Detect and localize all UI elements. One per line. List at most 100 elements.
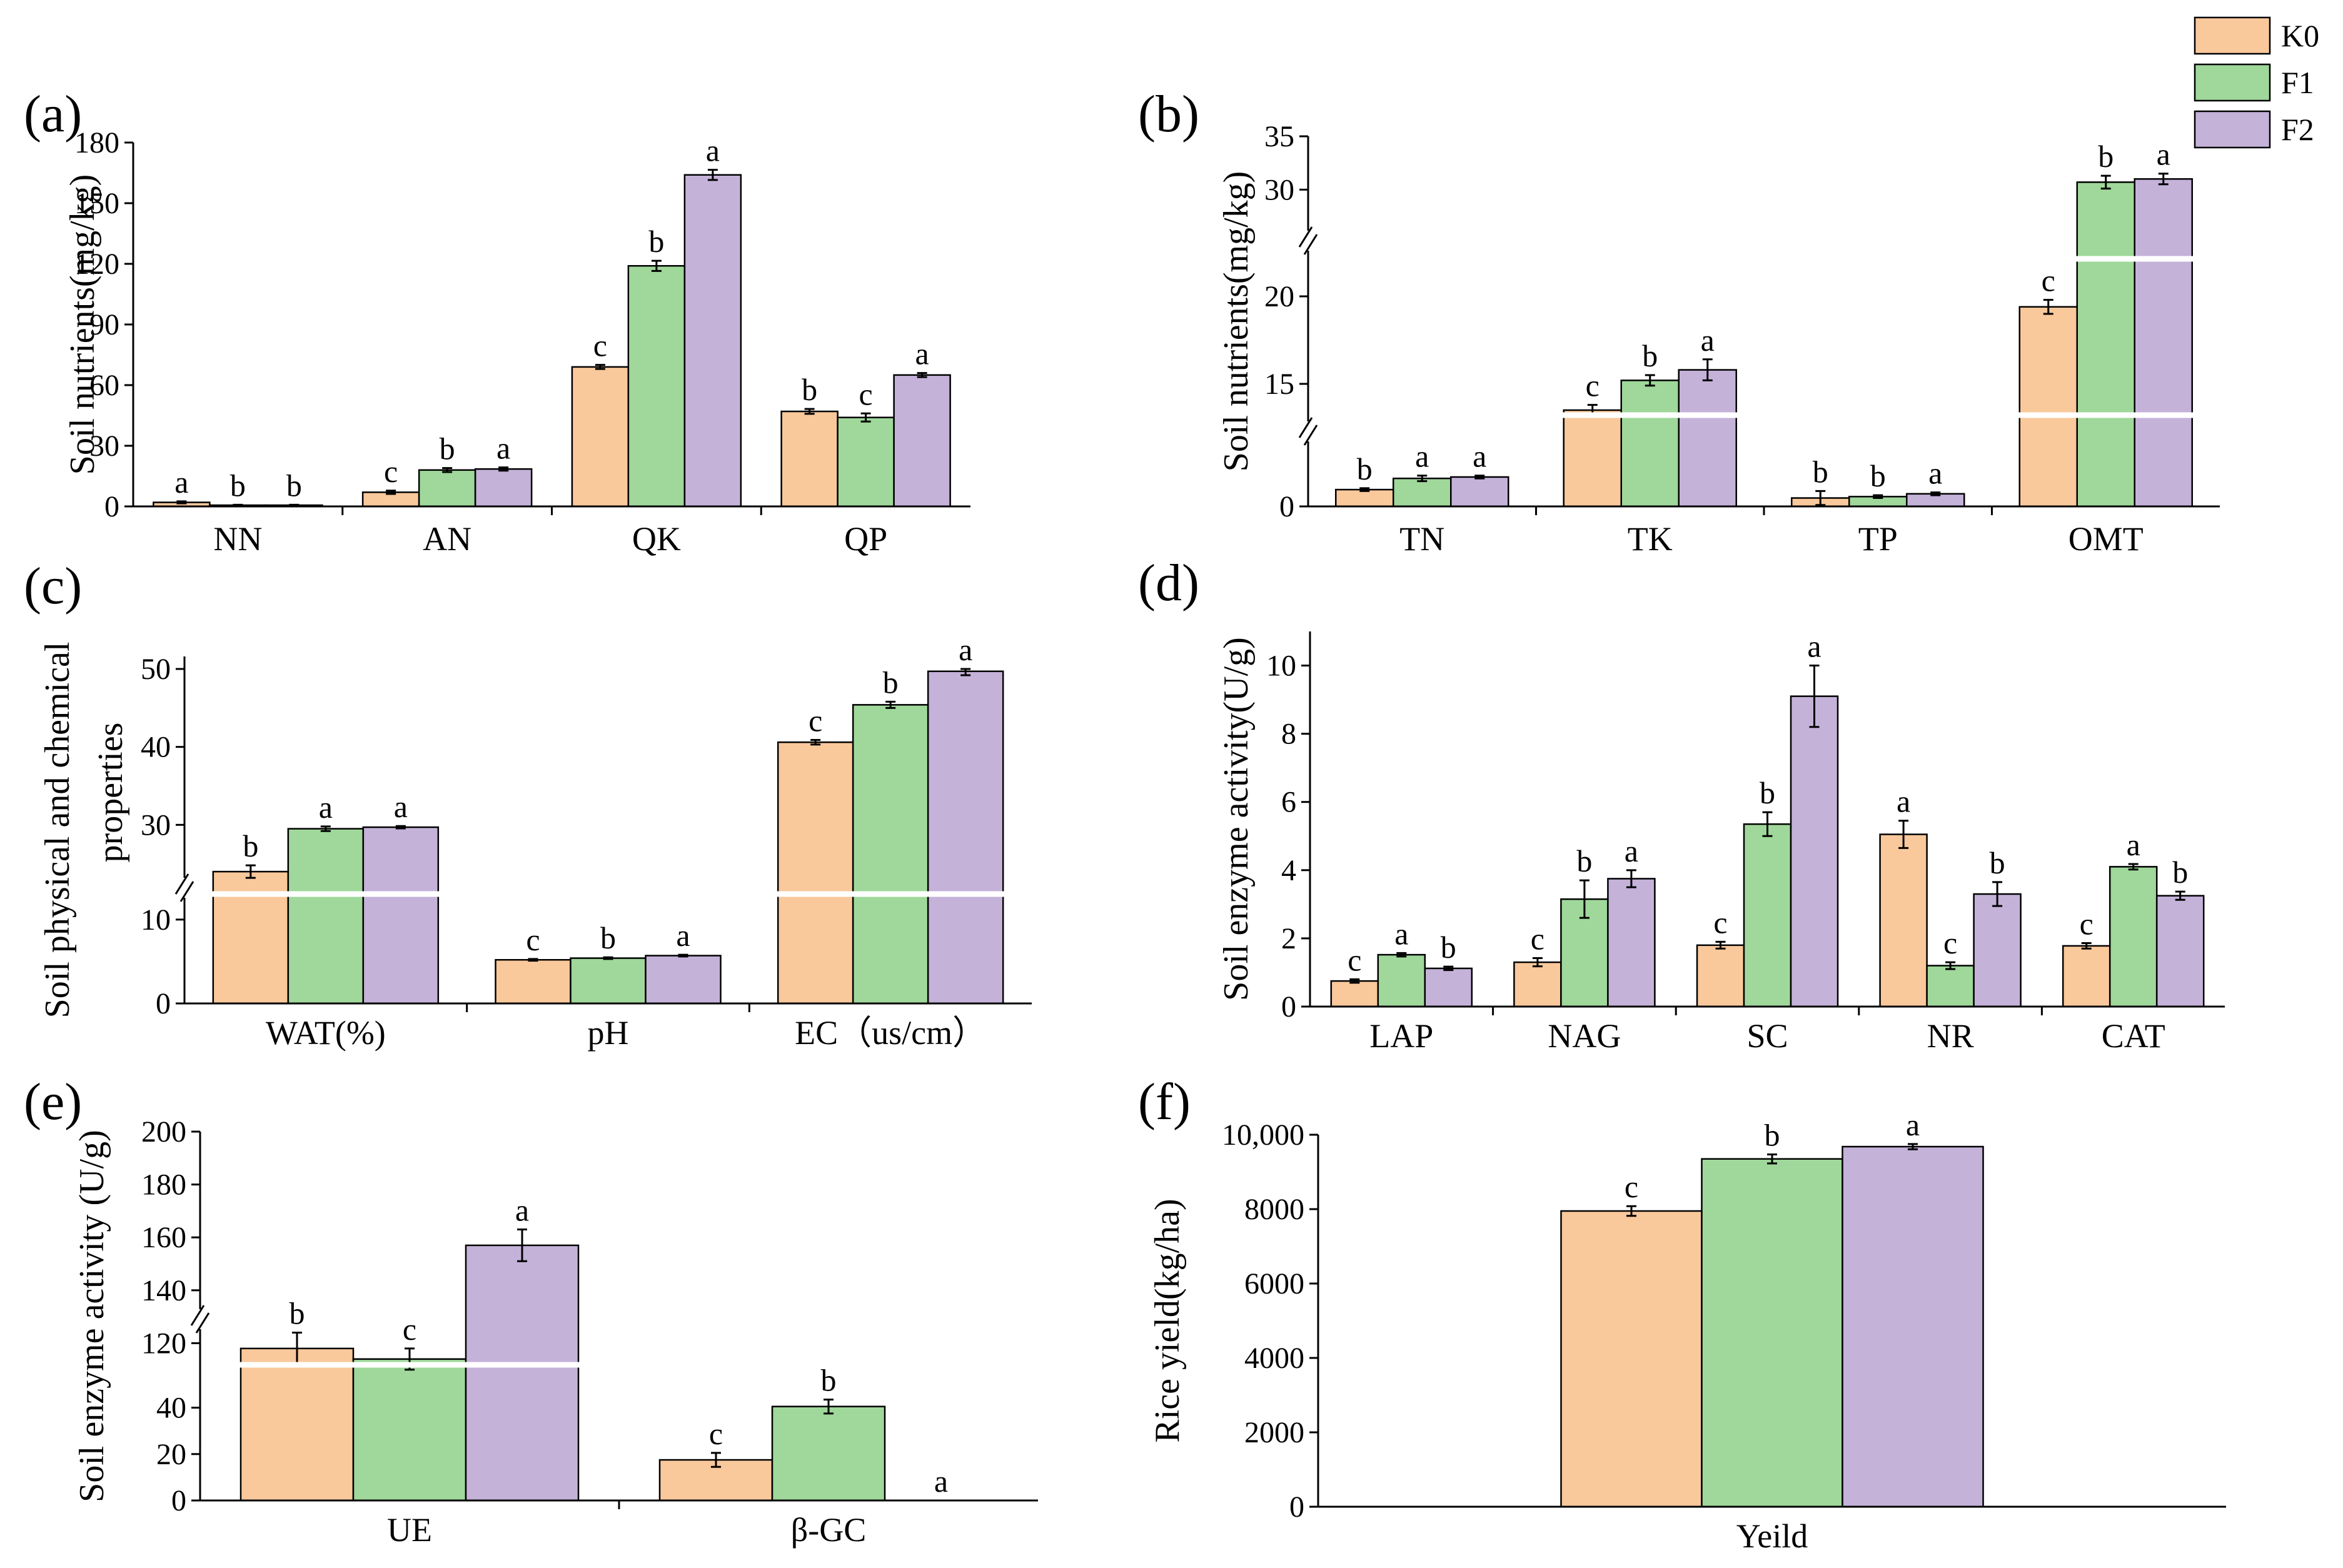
panel-label: (f): [1138, 1073, 1191, 1131]
error-bar: [498, 466, 509, 472]
significance-letter: c: [1713, 905, 1727, 940]
error-bar: [917, 372, 927, 378]
bar-f1-ph: [570, 957, 647, 1005]
significance-letter: c: [2080, 907, 2094, 942]
y-tick-label: 10,000: [1222, 1118, 1304, 1152]
bar-k0-ph: [495, 958, 572, 1005]
significance-letter: b: [1990, 845, 2005, 880]
y-tick-label: 0: [171, 1484, 186, 1517]
panel-a: (a) a b b NN c b a AN c b a QK b c a QP 0 30 60 90 120 150 180 S…: [24, 85, 970, 558]
y-tick-label: 10: [1266, 650, 1296, 683]
significance-letter: a: [1625, 833, 1638, 868]
bar-f1-an: [418, 469, 476, 508]
significance-letter: c: [403, 1312, 416, 1347]
error-bar: [1992, 881, 2003, 907]
legend-label: K0: [2281, 18, 2319, 53]
error-bar: [824, 1399, 834, 1415]
bar-f2-yeild: [1842, 1145, 1984, 1508]
error-bar: [1930, 491, 1941, 496]
category-label-wat: WAT(%): [266, 1014, 386, 1052]
y-axis-title: Soil physical and chemical: [38, 642, 77, 1018]
bar-k0-qp: [780, 410, 839, 508]
error-bar: [442, 467, 453, 473]
error-bar: [395, 825, 406, 830]
y-tick-label: 30: [141, 808, 171, 842]
significance-letter: b: [1576, 843, 1592, 878]
bar-f1-omt: [2076, 181, 2135, 508]
bar-k0-tk: [1563, 409, 1622, 508]
significance-letter: a: [394, 789, 408, 824]
legend-swatch: [2194, 16, 2271, 55]
legend-label: F1: [2281, 65, 2314, 100]
error-bar: [1532, 957, 1543, 968]
significance-letter: a: [515, 1193, 529, 1228]
significance-letter: b: [230, 468, 246, 503]
significance-letter: b: [1813, 454, 1828, 489]
category-label-tp: TP: [1858, 520, 1898, 558]
significance-letter: b: [1357, 451, 1373, 486]
y-tick-label: 90: [89, 308, 119, 341]
y-tick-label: 4000: [1244, 1342, 1304, 1375]
bar-f1-nr: [1926, 965, 1975, 1008]
significance-letter: c: [1943, 925, 1957, 960]
category-label-ue: UE: [387, 1511, 432, 1549]
significance-letter: c: [1586, 368, 1600, 403]
bar-f1-tn: [1393, 477, 1452, 508]
bar-f2-qp: [893, 374, 951, 508]
error-bar: [386, 490, 396, 495]
category-label-cat: CAT: [2102, 1017, 2165, 1055]
axis-break-mark: [174, 873, 194, 902]
error-bar: [1417, 475, 1428, 483]
bar-f1-wat: [287, 828, 365, 1005]
error-bar: [176, 500, 187, 505]
y-axis-title: Soil nutrients(mg/kg): [1217, 171, 1256, 472]
significance-letter: a: [1473, 439, 1486, 474]
y-tick-label: 0: [1281, 990, 1296, 1023]
bar-k0-tn: [1335, 488, 1394, 508]
y-tick-label: 40: [156, 1392, 186, 1425]
y-tick-label: 8000: [1244, 1193, 1304, 1226]
error-bar: [1626, 869, 1636, 888]
bar-f1-ec-us-cm: [852, 704, 929, 1005]
significance-letter: a: [2157, 137, 2170, 172]
bar-f2-wat: [362, 826, 440, 1005]
error-bar: [1815, 490, 1826, 506]
legend-swatch: [2194, 63, 2271, 102]
panel-label: (e): [24, 1073, 82, 1131]
y-tick-label: 6: [1281, 786, 1296, 819]
bar-f2-tn: [1450, 476, 1509, 508]
axis-break-mark: [1298, 417, 1318, 446]
error-bar: [1626, 1205, 1636, 1217]
y-tick-label: 180: [74, 126, 119, 159]
significance-letter: a: [1415, 439, 1429, 474]
error-bar: [1474, 475, 1485, 480]
significance-letter: b: [440, 431, 455, 466]
significance-letter: c: [2042, 263, 2055, 298]
panel-label: (a): [24, 85, 82, 143]
y-axis-title-line2: properties: [91, 723, 130, 863]
error-bar: [245, 864, 256, 879]
error-bar: [1359, 487, 1370, 492]
error-bar: [707, 169, 718, 181]
category-label-ph: pH: [588, 1014, 629, 1052]
bar-f2-ec-us-cm: [927, 670, 1004, 1005]
bar-f1-lap: [1377, 953, 1426, 1008]
bar-f1-qk: [627, 264, 686, 508]
category-label-an: AN: [423, 520, 471, 558]
error-bar: [1579, 879, 1590, 919]
error-bar: [1349, 978, 1360, 984]
y-tick-label: 15: [1264, 368, 1294, 401]
bar-k0-lap: [1330, 980, 1379, 1008]
error-bar: [1809, 665, 1820, 728]
bar-f2-ph: [645, 955, 722, 1005]
legend: K0 F1 F2: [2194, 16, 2319, 149]
error-bar: [2100, 174, 2111, 190]
error-bar: [2043, 299, 2053, 315]
y-tick-label: 120: [141, 1327, 186, 1360]
category-label-gc: β-GC: [791, 1511, 866, 1549]
error-bar: [885, 700, 896, 709]
significance-letter: a: [706, 133, 720, 168]
bar-f2-omt: [2134, 178, 2193, 508]
bar-f1-yeild: [1701, 1158, 1843, 1508]
y-tick-label: 150: [74, 187, 119, 220]
